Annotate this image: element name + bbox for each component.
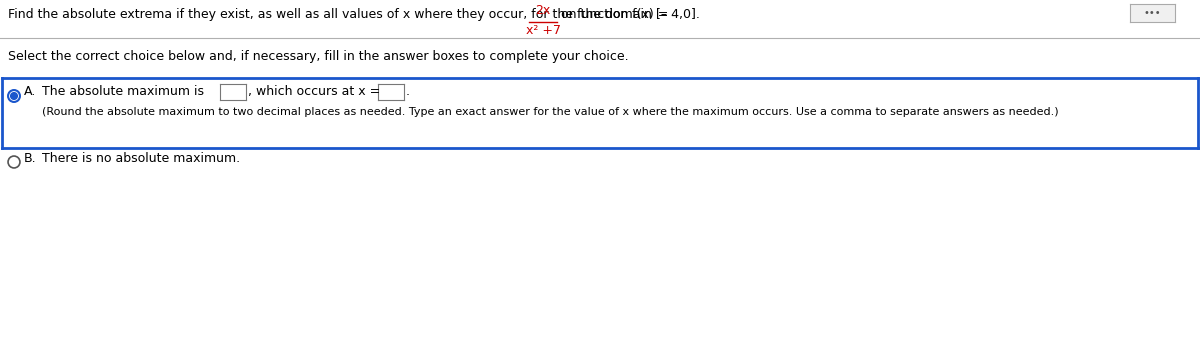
Circle shape bbox=[11, 93, 17, 99]
Circle shape bbox=[8, 156, 20, 168]
Text: (Round the absolute maximum to two decimal places as needed. Type an exact answe: (Round the absolute maximum to two decim… bbox=[42, 107, 1058, 117]
Text: •••: ••• bbox=[1144, 8, 1162, 18]
Text: , which occurs at x =: , which occurs at x = bbox=[248, 85, 380, 98]
Text: A.: A. bbox=[24, 85, 36, 98]
Text: 2x: 2x bbox=[535, 4, 551, 17]
Text: x² +7: x² +7 bbox=[526, 24, 560, 37]
Text: There is no absolute maximum.: There is no absolute maximum. bbox=[42, 152, 240, 165]
Text: The absolute maximum is: The absolute maximum is bbox=[42, 85, 204, 98]
Circle shape bbox=[8, 90, 20, 102]
Text: .: . bbox=[406, 85, 410, 98]
Text: B.: B. bbox=[24, 152, 37, 165]
Text: on the domain [– 4,0].: on the domain [– 4,0]. bbox=[562, 8, 700, 21]
Text: Select the correct choice below and, if necessary, fill in the answer boxes to c: Select the correct choice below and, if … bbox=[8, 50, 629, 63]
Text: Find the absolute extrema if they exist, as well as all values of x where they o: Find the absolute extrema if they exist,… bbox=[8, 8, 668, 21]
